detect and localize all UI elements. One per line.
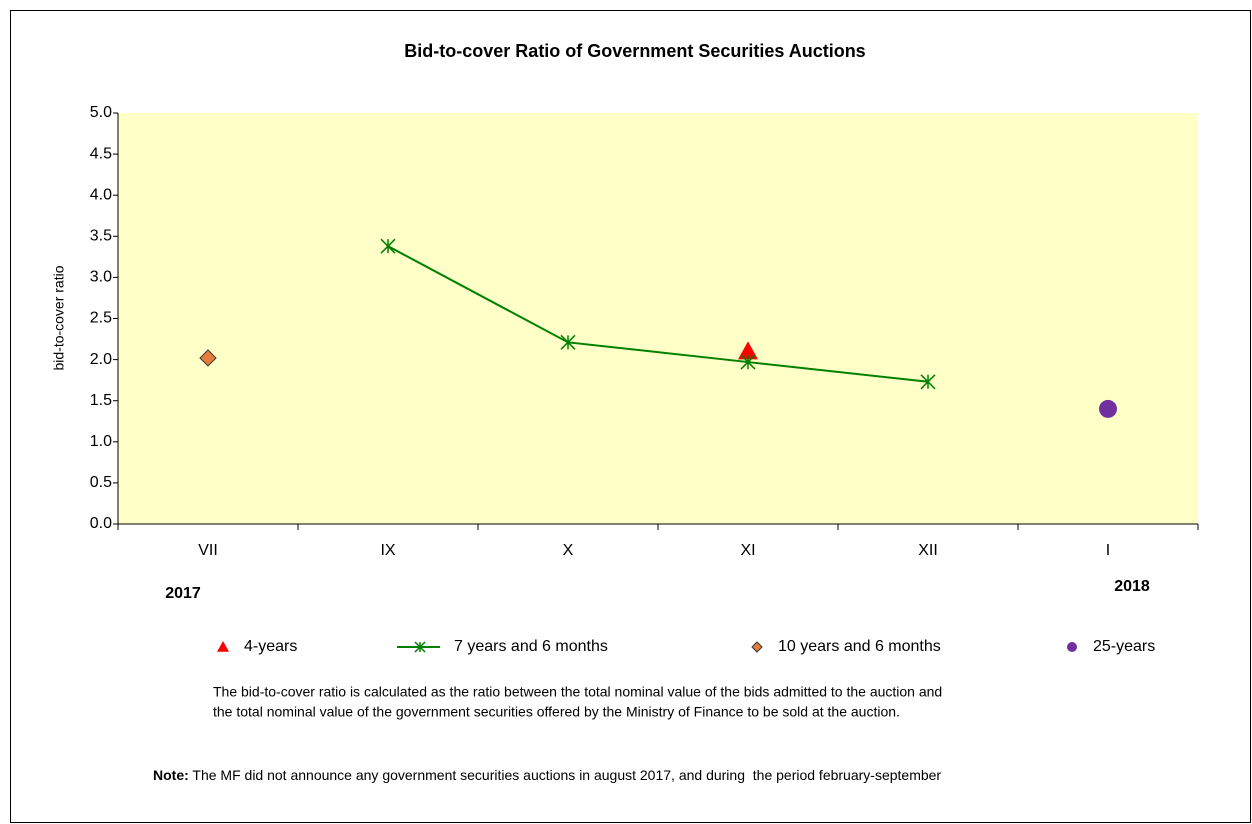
marker — [199, 349, 217, 367]
marker — [1099, 399, 1117, 418]
y-tick-label: 1.0 — [90, 433, 112, 450]
circle-marker — [1067, 642, 1077, 652]
y-tick-label: 3.5 — [90, 228, 112, 245]
x-tick-label: X — [563, 542, 574, 559]
x-tick-label: VII — [198, 542, 218, 559]
x-tick-label: IX — [380, 542, 395, 559]
legend-label: 10 years and 6 months — [778, 638, 941, 655]
y-tick-label: 4.0 — [90, 186, 112, 203]
y-tick-label: 3.0 — [90, 269, 112, 286]
y-tick-label: 4.5 — [90, 145, 112, 162]
note-text: The MF did not announce any government s… — [189, 767, 942, 783]
year-label: 2018 — [1114, 578, 1150, 595]
legend-label: 7 years and 6 months — [454, 638, 608, 655]
legend-marker — [1067, 642, 1077, 652]
y-tick-label: 2.0 — [90, 351, 112, 368]
y-axis-label: bid-to-cover ratio — [51, 265, 67, 370]
x-tick-label: XII — [918, 542, 938, 559]
asterisk-marker — [560, 334, 576, 350]
marker — [380, 238, 396, 254]
y-tick-label: 1.5 — [90, 392, 112, 409]
asterisk-marker — [380, 238, 396, 254]
chart-title: Bid-to-cover Ratio of Government Securit… — [404, 41, 865, 61]
asterisk-marker — [740, 354, 756, 370]
year-label: 2017 — [165, 585, 201, 602]
marker — [560, 334, 576, 350]
asterisk-marker — [414, 641, 426, 653]
legend-label: 4-years — [244, 638, 297, 655]
plot-area — [118, 113, 1198, 524]
note: Note: The MF did not announce any govern… — [153, 767, 941, 783]
circle-marker — [1099, 399, 1117, 418]
asterisk-marker — [920, 374, 936, 390]
note-label: Note: — [153, 767, 189, 783]
legend-label: 25-years — [1093, 638, 1155, 655]
series-line — [387, 245, 929, 383]
marker — [920, 374, 936, 390]
x-tick-label: I — [1106, 542, 1110, 559]
y-tick-label: 0.5 — [90, 474, 112, 491]
triangle-marker — [738, 341, 758, 360]
legend-marker — [414, 641, 426, 653]
y-tick-label: 2.5 — [90, 310, 112, 327]
marker — [740, 354, 756, 370]
marker — [738, 341, 758, 360]
footnote-line: the total nominal value of the governmen… — [213, 704, 900, 720]
x-tick-label: XI — [740, 542, 755, 559]
triangle-marker — [217, 641, 229, 652]
y-tick-label: 5.0 — [90, 104, 112, 121]
legend-marker — [217, 641, 229, 652]
footnote-line: The bid-to-cover ratio is calculated as … — [213, 684, 942, 700]
legend-marker — [751, 641, 763, 653]
y-tick-label: 0.0 — [90, 515, 112, 532]
diamond-marker — [751, 641, 763, 653]
diamond-marker — [199, 349, 217, 367]
